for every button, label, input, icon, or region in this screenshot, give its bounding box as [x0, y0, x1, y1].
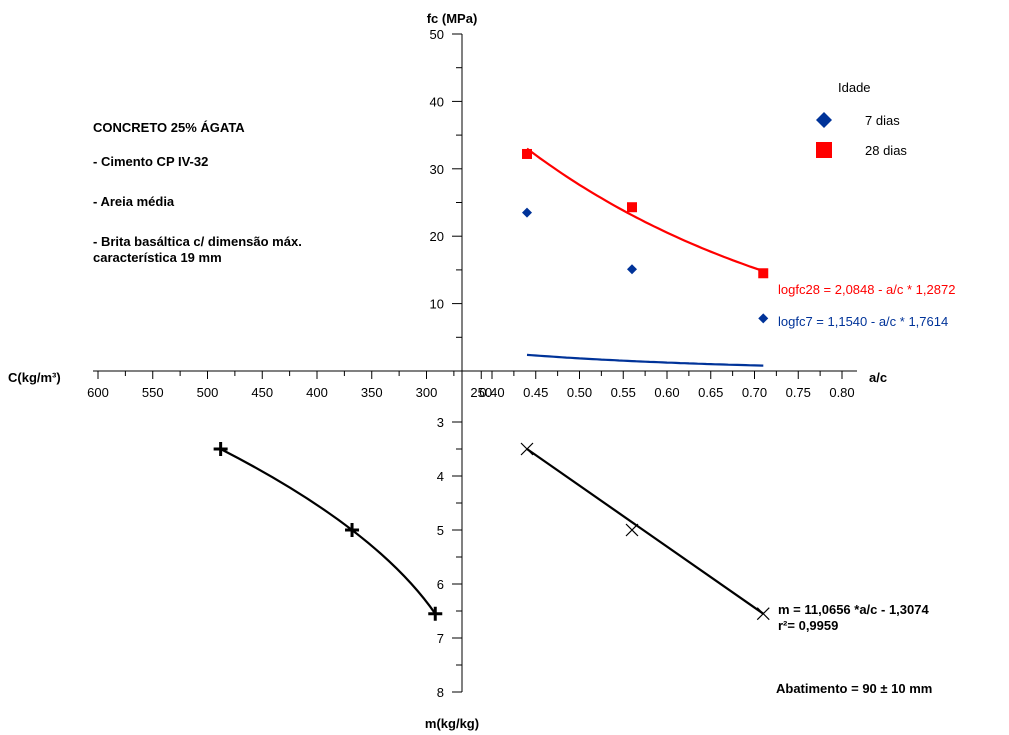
fc-tick-label: 10 — [430, 297, 444, 312]
legend-label-7dias: 7 dias — [865, 113, 900, 128]
fit-label-m: m = 11,0656 *a/c - 1,3074 — [778, 602, 929, 617]
data-point-7dias — [758, 313, 769, 324]
m-tick-label: 3 — [437, 415, 444, 430]
ac-tick-label: 0.55 — [611, 385, 636, 400]
data-point-cement — [345, 523, 360, 537]
m-tick-label: 8 — [437, 685, 444, 700]
fit-curve-7dias — [526, 353, 764, 367]
cement-tick-label: 550 — [142, 385, 164, 400]
data-point-28dias — [627, 202, 637, 213]
cement-tick-label: 250 — [470, 385, 492, 400]
m-tick-label: 5 — [437, 523, 444, 538]
ac-tick-label: 0.75 — [786, 385, 811, 400]
data-point-m — [756, 607, 770, 621]
annotation-title: CONCRETO 25% ÁGATA — [93, 120, 245, 135]
fit-label-r2: r²= 0,9959 — [778, 618, 838, 633]
fc-tick-label: 50 — [430, 27, 444, 42]
x-axis-label-ac: a/c — [869, 370, 887, 385]
m-tick-label: 6 — [437, 577, 444, 592]
y-axis-label-m: m(kg/kg) — [425, 716, 479, 731]
legend-marker-28dias — [816, 142, 832, 158]
data-point-cement — [428, 606, 443, 621]
data-point-7dias — [522, 207, 532, 218]
cement-tick-label: 300 — [416, 385, 438, 400]
data-point-m — [520, 442, 534, 456]
axes — [93, 34, 857, 692]
cement-tick-label: 450 — [251, 385, 273, 400]
m-tick-label: 7 — [437, 631, 444, 646]
ac-tick-label: 0.50 — [567, 385, 592, 400]
ac-tick-label: 0.40 — [479, 385, 504, 400]
fit-curve-cement — [220, 448, 437, 615]
annotation-gravel-1: - Brita basáltica c/ dimensão máx. — [93, 234, 302, 249]
fit-line-m — [526, 448, 764, 615]
y-axis-label-fc: fc (MPa) — [427, 11, 478, 26]
ac-tick-label: 0.45 — [523, 385, 548, 400]
legend-title: Idade — [838, 80, 871, 95]
data-point-28dias — [758, 268, 769, 279]
marks — [213, 148, 770, 621]
fit-label-7dias: logfc7 = 1,1540 - a/c * 1,7614 — [778, 314, 948, 329]
fit-curve-28dias — [526, 147, 764, 273]
x-axis-label-cement: C(kg/m³) — [8, 370, 61, 385]
m-tick-label: 4 — [437, 469, 444, 484]
curves — [220, 147, 764, 615]
legend-label-28dias: 28 dias — [865, 143, 907, 158]
ticks: 0.40 0.45 0.50 0.55 0.60 0.65 0.70 0.75 0.80 600 5… — [87, 27, 855, 700]
slump-annotation: Abatimento = 90 ± 10 mm — [776, 681, 932, 696]
cement-tick-label: 400 — [306, 385, 328, 400]
annotation-cement: - Cimento CP IV-32 — [93, 154, 208, 169]
cement-tick-label: 350 — [361, 385, 383, 400]
ac-tick-label: 0.60 — [654, 385, 679, 400]
data-point-m — [625, 523, 639, 537]
cement-tick-label: 600 — [87, 385, 109, 400]
data-point-cement — [213, 442, 228, 456]
fc-tick-label: 40 — [430, 94, 444, 109]
fit-label-28dias: logfc28 = 2,0848 - a/c * 1,2872 — [778, 282, 955, 297]
ac-tick-label: 0.65 — [698, 385, 723, 400]
cement-tick-label: 500 — [197, 385, 219, 400]
legend-marker-7dias — [816, 112, 832, 128]
fc-tick-label: 30 — [430, 162, 444, 177]
fc-tick-label: 20 — [430, 229, 444, 244]
data-point-28dias — [522, 148, 532, 159]
ac-tick-label: 0.70 — [742, 385, 767, 400]
annotation-sand: - Areia média — [93, 194, 175, 209]
ac-tick-label: 0.80 — [829, 385, 854, 400]
annotation-gravel-2: característica 19 mm — [93, 250, 222, 265]
data-point-7dias — [627, 264, 637, 275]
